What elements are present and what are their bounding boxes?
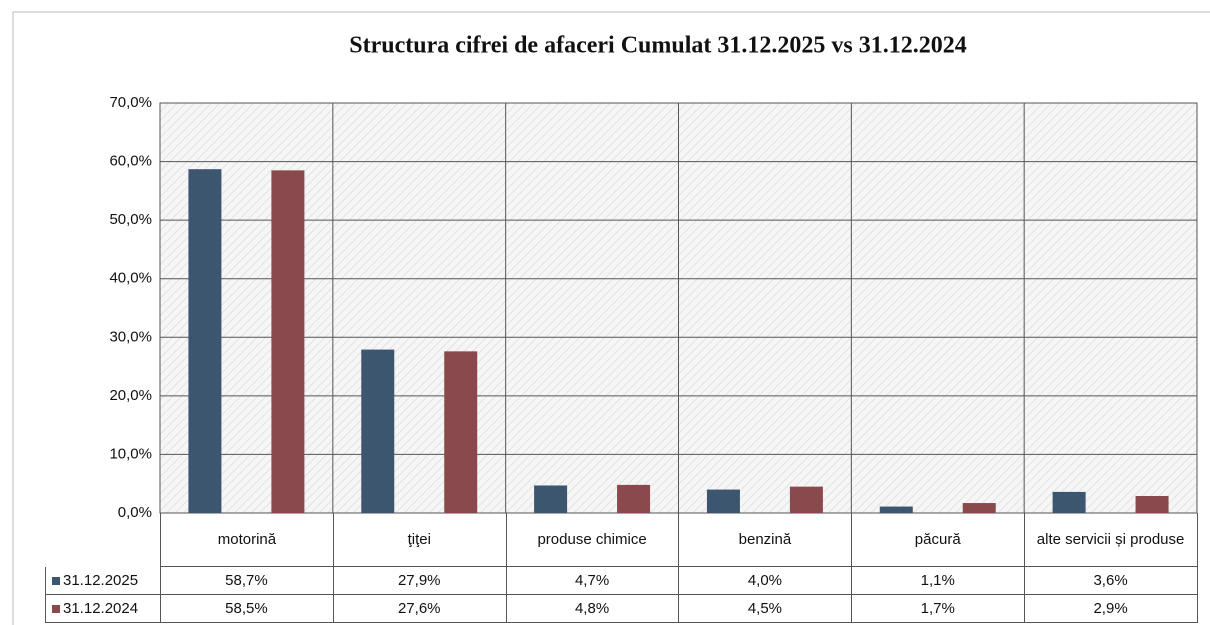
data-label: 4,5% [678,595,853,623]
cell-text: ţiţei [407,530,431,548]
cell-text: 2,9% [1093,599,1128,617]
y-tick-label: 30,0% [109,328,152,345]
legend-swatch [52,604,60,613]
bar [444,351,478,513]
cell-text: produse chimice [537,530,647,548]
cell-text: motorină [217,530,277,548]
bar [361,349,395,513]
legend-entry: 31.12.2025 [45,567,161,595]
category-label: ţiţei [332,513,507,567]
frame [12,11,1210,625]
cell-text: 4,0% [747,571,783,589]
data-label: 27,6% [332,595,507,623]
y-tick-label: 60,0% [109,153,152,170]
category-label: păcură [851,513,1026,567]
data-label: 4,0% [678,567,853,595]
cell-text: 4,7% [574,571,610,589]
cell-text: 27,9% [397,571,441,589]
data-label: 3,6% [1024,567,1198,595]
data-label: 58,7% [160,567,334,595]
y-tick-label: 50,0% [109,211,152,228]
bar [789,486,823,513]
data-label: 4,8% [505,595,680,623]
y-tick-label: 20,0% [109,387,152,404]
bar [271,170,305,513]
legend-swatch [52,576,60,585]
y-tick-label: 0,0% [118,504,152,521]
cell-text: 1,7% [920,599,955,617]
cell-text: 27,6% [397,599,441,617]
data-label: 1,7% [851,595,1026,623]
data-label: 4,7% [505,567,680,595]
cell-text: 4,5% [747,599,783,617]
cell-text: păcură [914,530,961,548]
cell-text: alte servicii și produse [1036,530,1185,548]
data-label: 2,9% [1024,595,1198,623]
y-tick-label: 10,0% [109,445,152,462]
category-label: benzină [678,513,853,567]
legend-entry: 31.12.2024 [45,595,161,623]
cell-text: benzină [738,530,792,548]
data-label: 27,9% [332,567,507,595]
data-label: 58,5% [160,595,334,623]
category-label: alte servicii și produse [1024,513,1198,567]
y-tick-label: 40,0% [109,270,152,287]
data-label: 1,1% [851,567,1026,595]
cell-text: 3,6% [1093,571,1128,589]
cell-text: 4,8% [574,599,610,617]
bar [617,484,651,513]
bar [706,489,740,513]
category-label: produse chimice [505,513,680,567]
y-tick-label: 70,0% [109,94,152,111]
bar [1135,496,1169,513]
legend-label: 31.12.2025 [63,571,139,589]
bar [879,506,913,513]
cell-text: 58,7% [225,571,268,589]
chart-title: Structura cifrei de afaceri Cumulat 31.1… [349,33,966,59]
legend-label: 31.12.2024 [63,599,139,617]
cell-text: 1,1% [920,571,955,589]
bar [188,169,222,513]
bar [1052,491,1086,513]
category-label: motorină [160,513,334,567]
cell-text: 58,5% [225,599,268,617]
bar [962,503,996,513]
bar [534,485,568,513]
